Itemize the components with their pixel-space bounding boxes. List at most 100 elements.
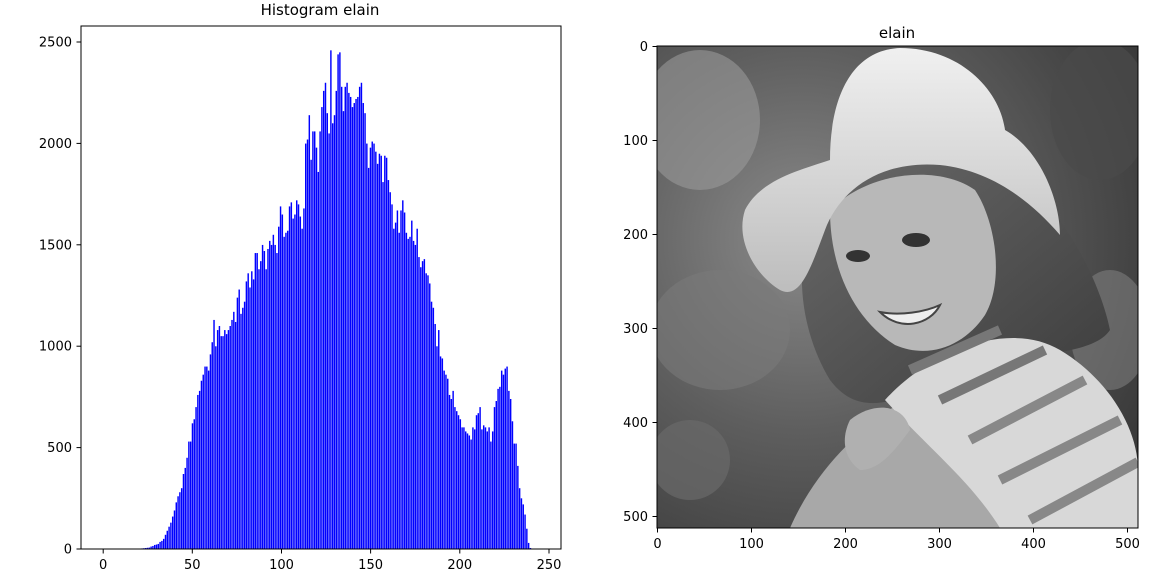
histogram-bar [220,336,222,549]
histogram-bar [511,421,514,549]
histogram-bar [170,522,172,549]
histogram-bar [245,281,248,549]
histogram-bar [231,319,233,549]
histogram-bar [184,467,186,549]
histogram-bar [267,248,269,550]
histogram-bar [281,214,284,549]
histogram-bar [438,330,440,549]
x-tick-label: 100 [269,558,294,573]
histogram-bar [168,526,170,549]
x-tick-label: 250 [537,558,562,573]
histogram-bar [447,378,449,549]
histogram-bar [166,530,169,549]
histogram-bar [493,407,496,549]
histogram-bar [290,202,293,550]
histogram-bar [222,336,224,549]
histogram-bar [243,301,246,549]
x-tick: 100 [739,528,764,552]
histogram-bar [402,200,404,549]
histogram-bar [526,528,528,549]
y-tick: 500 [47,441,81,456]
histogram-bar [369,147,372,549]
histogram-bar [371,141,373,550]
histogram-bar [346,82,348,549]
x-tick-label: 500 [1115,537,1140,552]
histogram-bar [448,394,451,549]
histogram-bar [240,313,242,549]
image-y-ticks: 0 100 200 300 400 500 [623,40,657,525]
histogram-bar [421,261,424,549]
histogram-x-ticks: 0 50 100 150 200 250 [99,549,561,573]
y-tick: 400 [623,416,657,431]
y-tick-label: 300 [623,322,648,337]
histogram-bar [274,244,276,549]
histogram-bar [206,366,208,549]
histogram-bar [393,228,395,549]
histogram-bar [306,139,309,549]
histogram-bar [342,111,345,549]
histogram-bar [283,236,285,549]
histogram-bar [439,356,442,549]
histogram-bar [407,238,409,549]
histogram-bar [238,289,240,549]
histogram-chart: Histogram elain 0 50 100 150 200 250 0 5… [39,1,562,573]
histogram-bar [197,394,199,549]
histogram-bar [288,206,291,549]
x-tick-label: 200 [447,558,472,573]
y-tick: 1500 [39,238,81,253]
y-tick-label: 0 [64,543,72,558]
histogram-bar [317,171,320,549]
histogram-bar [153,544,156,549]
histogram-bar [414,244,417,549]
histogram-bar [472,427,474,549]
histogram-bar [303,208,305,549]
histogram-bar [394,222,397,549]
x-tick: 300 [927,528,952,552]
histogram-bar [506,366,508,549]
histogram-bar [193,419,195,549]
histogram-bar [486,431,489,549]
histogram-bar [380,155,382,550]
y-tick: 300 [623,322,657,337]
histogram-bar [495,401,497,549]
histogram-bar [301,228,303,549]
y-tick-label: 500 [47,441,72,456]
histogram-bar [189,441,192,549]
histogram-bar [292,218,294,549]
x-tick-label: 300 [927,537,952,552]
histogram-bar [403,212,406,549]
y-tick: 200 [623,228,657,243]
histogram-bar [310,159,312,550]
histogram-bar [251,271,253,549]
x-tick: 100 [269,549,294,573]
y-tick: 2000 [39,137,81,152]
histogram-bar [152,545,154,549]
histogram-bar [146,547,149,549]
histogram-bar [360,82,363,549]
histogram-bar [305,143,307,549]
histogram-bar [186,457,188,549]
x-tick-label: 0 [653,537,661,552]
histogram-bar [233,311,235,549]
histogram-bar [297,204,300,549]
histogram-bar [270,244,273,549]
histogram-bar [425,273,427,549]
histogram-bar [161,540,163,549]
histogram-bar [344,86,346,549]
histogram-bar [225,334,228,549]
histogram-bar [366,143,368,549]
histogram-bar [247,273,249,549]
histogram-bar [162,538,165,549]
histogram-bar [173,510,176,549]
histogram-bar [434,323,436,549]
histogram-bar [150,546,152,549]
histogram-bar [441,358,444,549]
histogram-bar [333,115,336,549]
y-tick: 100 [623,134,657,149]
histogram-bar [477,413,480,549]
histogram-bar [443,370,445,549]
histogram-bar [258,269,260,549]
histogram-bar [330,50,332,549]
histogram-bar [353,103,355,549]
histogram-bar [497,388,499,549]
